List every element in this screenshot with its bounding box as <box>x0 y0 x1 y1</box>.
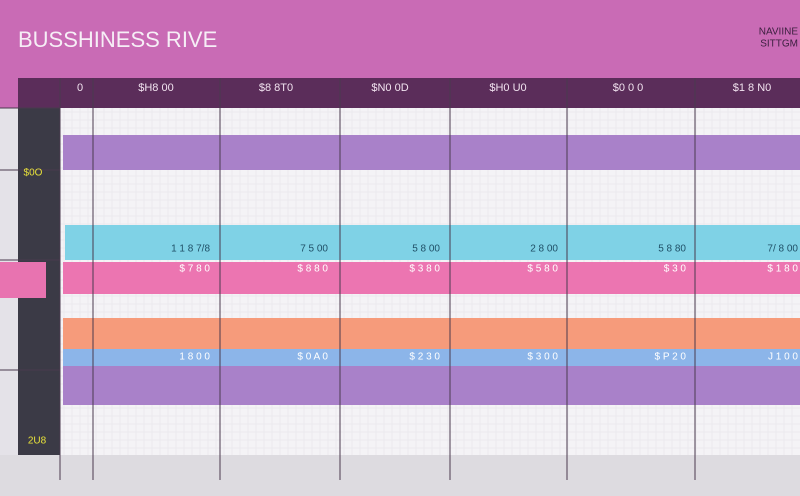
bar-label: $ 3 8 0 <box>409 264 440 275</box>
bar-label: $ 8 8 0 <box>297 264 328 275</box>
column-label: 0 <box>77 82 83 94</box>
footer-band <box>0 455 800 496</box>
bar <box>63 349 800 366</box>
column-lines <box>0 78 696 480</box>
bar <box>65 225 800 260</box>
bar-label: 5 8 80 <box>658 244 686 255</box>
bar <box>63 262 800 294</box>
column-label: $H0 U0 <box>489 82 526 94</box>
bar-label: 5 8 00 <box>412 244 440 255</box>
bar-label: $ 3 0 0 <box>527 352 558 363</box>
bar-label: 2 8 00 <box>530 244 558 255</box>
bar-label: $ 2 3 0 <box>409 352 440 363</box>
column-label: $0 0 0 <box>613 82 644 94</box>
column-label: $N0 0D <box>371 82 408 94</box>
title: BUSSHINESS RIVE <box>18 27 217 52</box>
bars <box>0 135 800 405</box>
bar-label: 1 1 8 7/8 <box>171 244 210 255</box>
bar-label: $ P 2 0 <box>654 352 686 363</box>
badge-line: NAVIINE <box>759 27 799 38</box>
bar <box>63 318 800 349</box>
bar-label: $ 5 8 0 <box>527 264 558 275</box>
column-header <box>18 78 800 108</box>
column-label: $1 8 N0 <box>733 82 772 94</box>
bar <box>0 262 46 298</box>
bar-label: 1 8 0 0 <box>179 352 210 363</box>
sidebar-label: $0O <box>24 168 43 179</box>
bar-label: $ 7 8 0 <box>179 264 210 275</box>
bar-label: $ 1 8 0 <box>767 264 798 275</box>
bar <box>63 366 800 405</box>
bar-label: J 1 0 0 <box>768 352 798 363</box>
bar-label: $ 3 0 <box>664 264 687 275</box>
sidebar-label: 2U8 <box>28 436 47 447</box>
bar-label: $ 0 A 0 <box>297 352 328 363</box>
bar-label: 7/ 8 00 <box>767 244 798 255</box>
bar <box>63 135 800 170</box>
badge-line: SITTGM <box>760 39 798 50</box>
bar-label: 7 5 00 <box>300 244 328 255</box>
column-label: $8 8T0 <box>259 82 293 94</box>
column-label: $H8 00 <box>138 82 173 94</box>
